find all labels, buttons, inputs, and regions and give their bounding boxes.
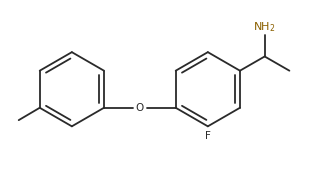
- Text: O: O: [136, 103, 144, 113]
- Text: F: F: [205, 131, 211, 141]
- Text: NH$_2$: NH$_2$: [253, 20, 276, 34]
